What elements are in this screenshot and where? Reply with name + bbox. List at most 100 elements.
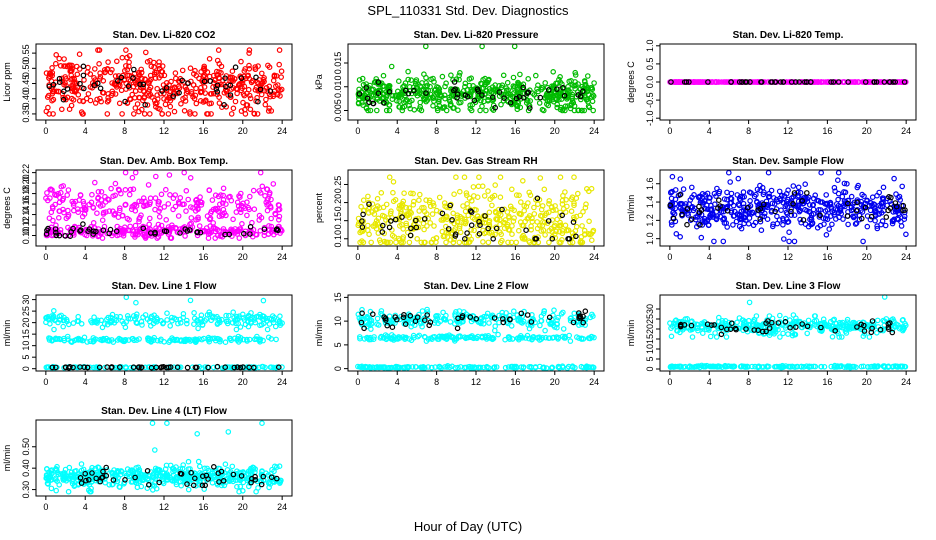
data-point (173, 75, 179, 82)
series-2 (46, 63, 274, 108)
data-point (158, 222, 165, 229)
data-point (844, 316, 851, 323)
data-point (66, 364, 72, 371)
data-point (553, 207, 559, 213)
data-point (688, 184, 695, 191)
data-point (569, 239, 576, 246)
data-point (221, 102, 227, 108)
data-point (380, 204, 387, 211)
data-point (256, 212, 263, 219)
data-point (276, 61, 283, 68)
data-point (815, 207, 822, 213)
data-point (167, 103, 174, 110)
data-point (77, 228, 83, 234)
data-point (757, 216, 764, 222)
data-point (166, 172, 173, 178)
data-point (229, 68, 236, 75)
data-point (527, 321, 534, 328)
data-point (105, 314, 112, 321)
data-point (262, 193, 268, 199)
data-point (747, 198, 753, 204)
data-point (155, 221, 162, 228)
data-point (190, 94, 196, 100)
data-point (456, 239, 463, 246)
data-point (198, 319, 205, 325)
data-point (182, 98, 189, 104)
data-point (525, 89, 532, 96)
data-point (572, 69, 579, 76)
data-point (421, 226, 427, 233)
data-point (159, 88, 165, 94)
data-point (501, 225, 508, 232)
data-point (266, 321, 273, 327)
data-point (489, 313, 495, 320)
data-point (809, 202, 816, 209)
data-point (136, 218, 142, 225)
data-point (834, 207, 841, 213)
data-point (104, 111, 111, 117)
data-point (720, 238, 727, 245)
data-point (812, 363, 819, 370)
data-point (62, 233, 69, 239)
data-point (490, 96, 497, 103)
data-point (469, 88, 476, 94)
data-point (557, 174, 564, 181)
data-point (522, 335, 529, 341)
data-point (449, 217, 455, 223)
data-point (467, 208, 474, 214)
data-point (456, 308, 463, 314)
data-point (862, 79, 869, 85)
data-point (275, 364, 282, 371)
data-point (207, 78, 214, 84)
data-point (136, 108, 142, 115)
data-point (44, 190, 50, 196)
data-point (136, 216, 142, 222)
data-point (81, 85, 87, 92)
data-point (207, 91, 214, 97)
data-point (447, 202, 454, 209)
x-tick-label: 4 (395, 252, 400, 262)
data-point (179, 67, 186, 74)
data-point (360, 102, 366, 109)
data-point (43, 231, 50, 237)
data-point (463, 190, 470, 196)
data-point (589, 98, 596, 105)
data-point (481, 98, 487, 105)
series-2 (356, 79, 586, 111)
data-point (364, 222, 371, 229)
data-point (191, 309, 197, 316)
data-point (464, 230, 470, 236)
data-point (400, 234, 407, 240)
data-point (184, 320, 190, 327)
data-point (149, 94, 155, 100)
data-point (477, 222, 483, 229)
data-point (798, 79, 804, 85)
data-point (236, 226, 243, 232)
data-point (585, 99, 591, 105)
data-point (183, 188, 190, 194)
data-point (140, 81, 147, 88)
data-point (416, 191, 423, 198)
data-point (492, 209, 499, 216)
data-point (457, 364, 464, 370)
data-point (865, 364, 871, 370)
data-point (386, 89, 393, 95)
data-point (549, 364, 556, 371)
data-point (802, 206, 808, 213)
data-point (590, 107, 597, 114)
y-axis-label: degrees C (626, 61, 636, 103)
data-point (542, 232, 548, 238)
data-point (247, 231, 253, 237)
data-point (479, 43, 485, 50)
data-point (192, 67, 198, 74)
data-point (801, 79, 808, 85)
data-point (363, 85, 370, 91)
data-point (138, 364, 145, 371)
data-point (537, 94, 544, 101)
data-point (117, 205, 123, 212)
data-point (835, 190, 842, 197)
data-point (529, 336, 535, 343)
data-point (376, 364, 383, 371)
data-point (274, 91, 281, 98)
